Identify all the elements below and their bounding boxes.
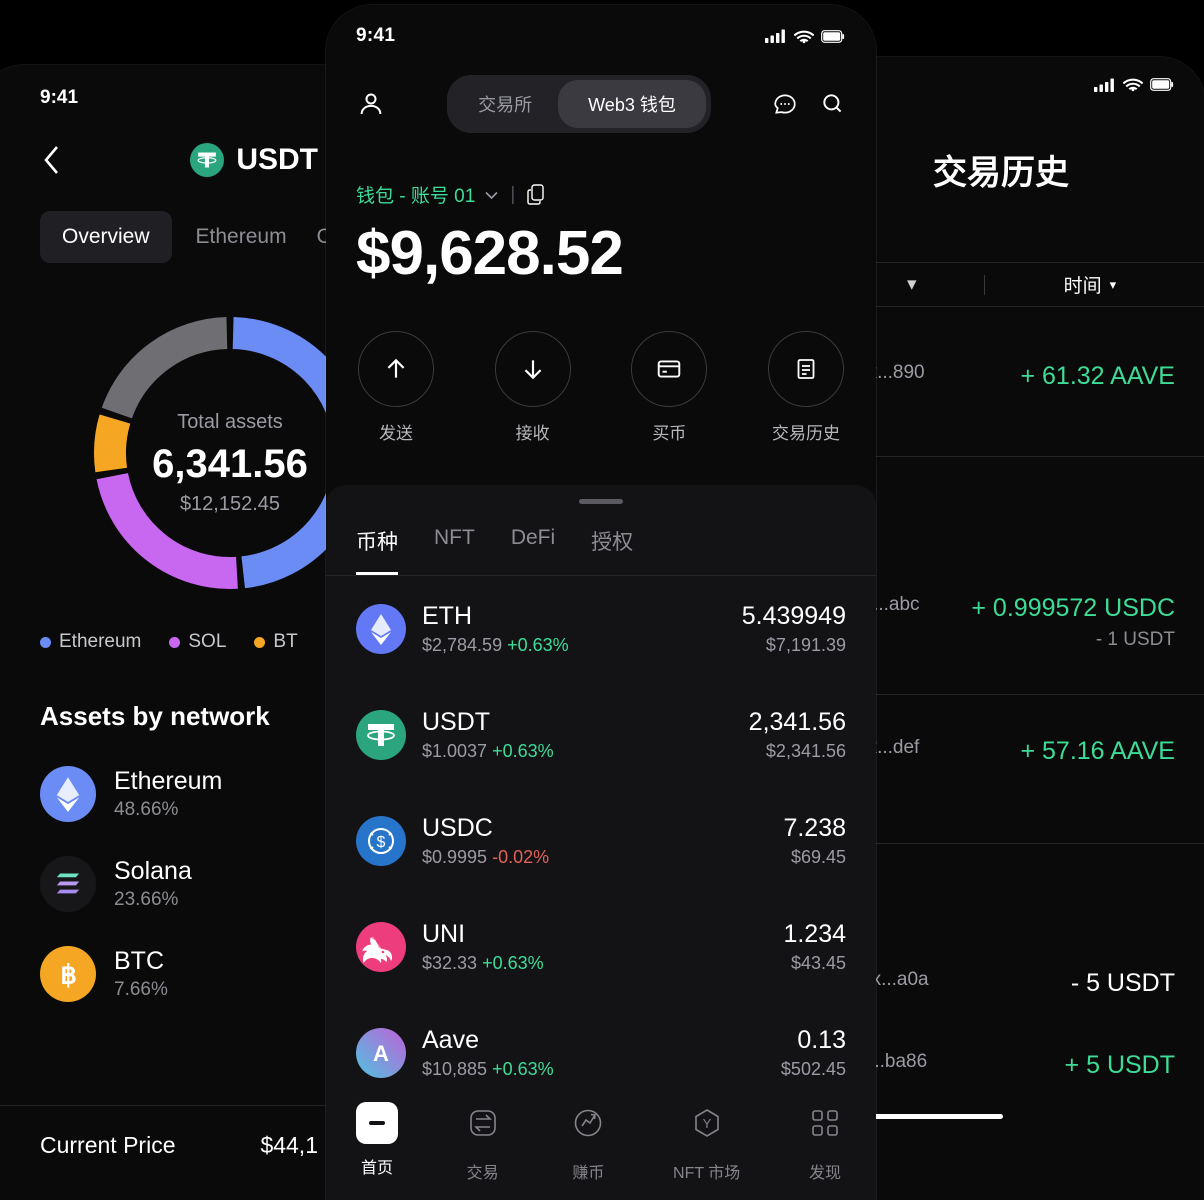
svg-text:Y: Y [702,1116,711,1131]
svg-text:A: A [373,1041,389,1066]
svg-text:฿: ฿ [60,962,76,990]
svg-text:$: $ [377,834,386,851]
